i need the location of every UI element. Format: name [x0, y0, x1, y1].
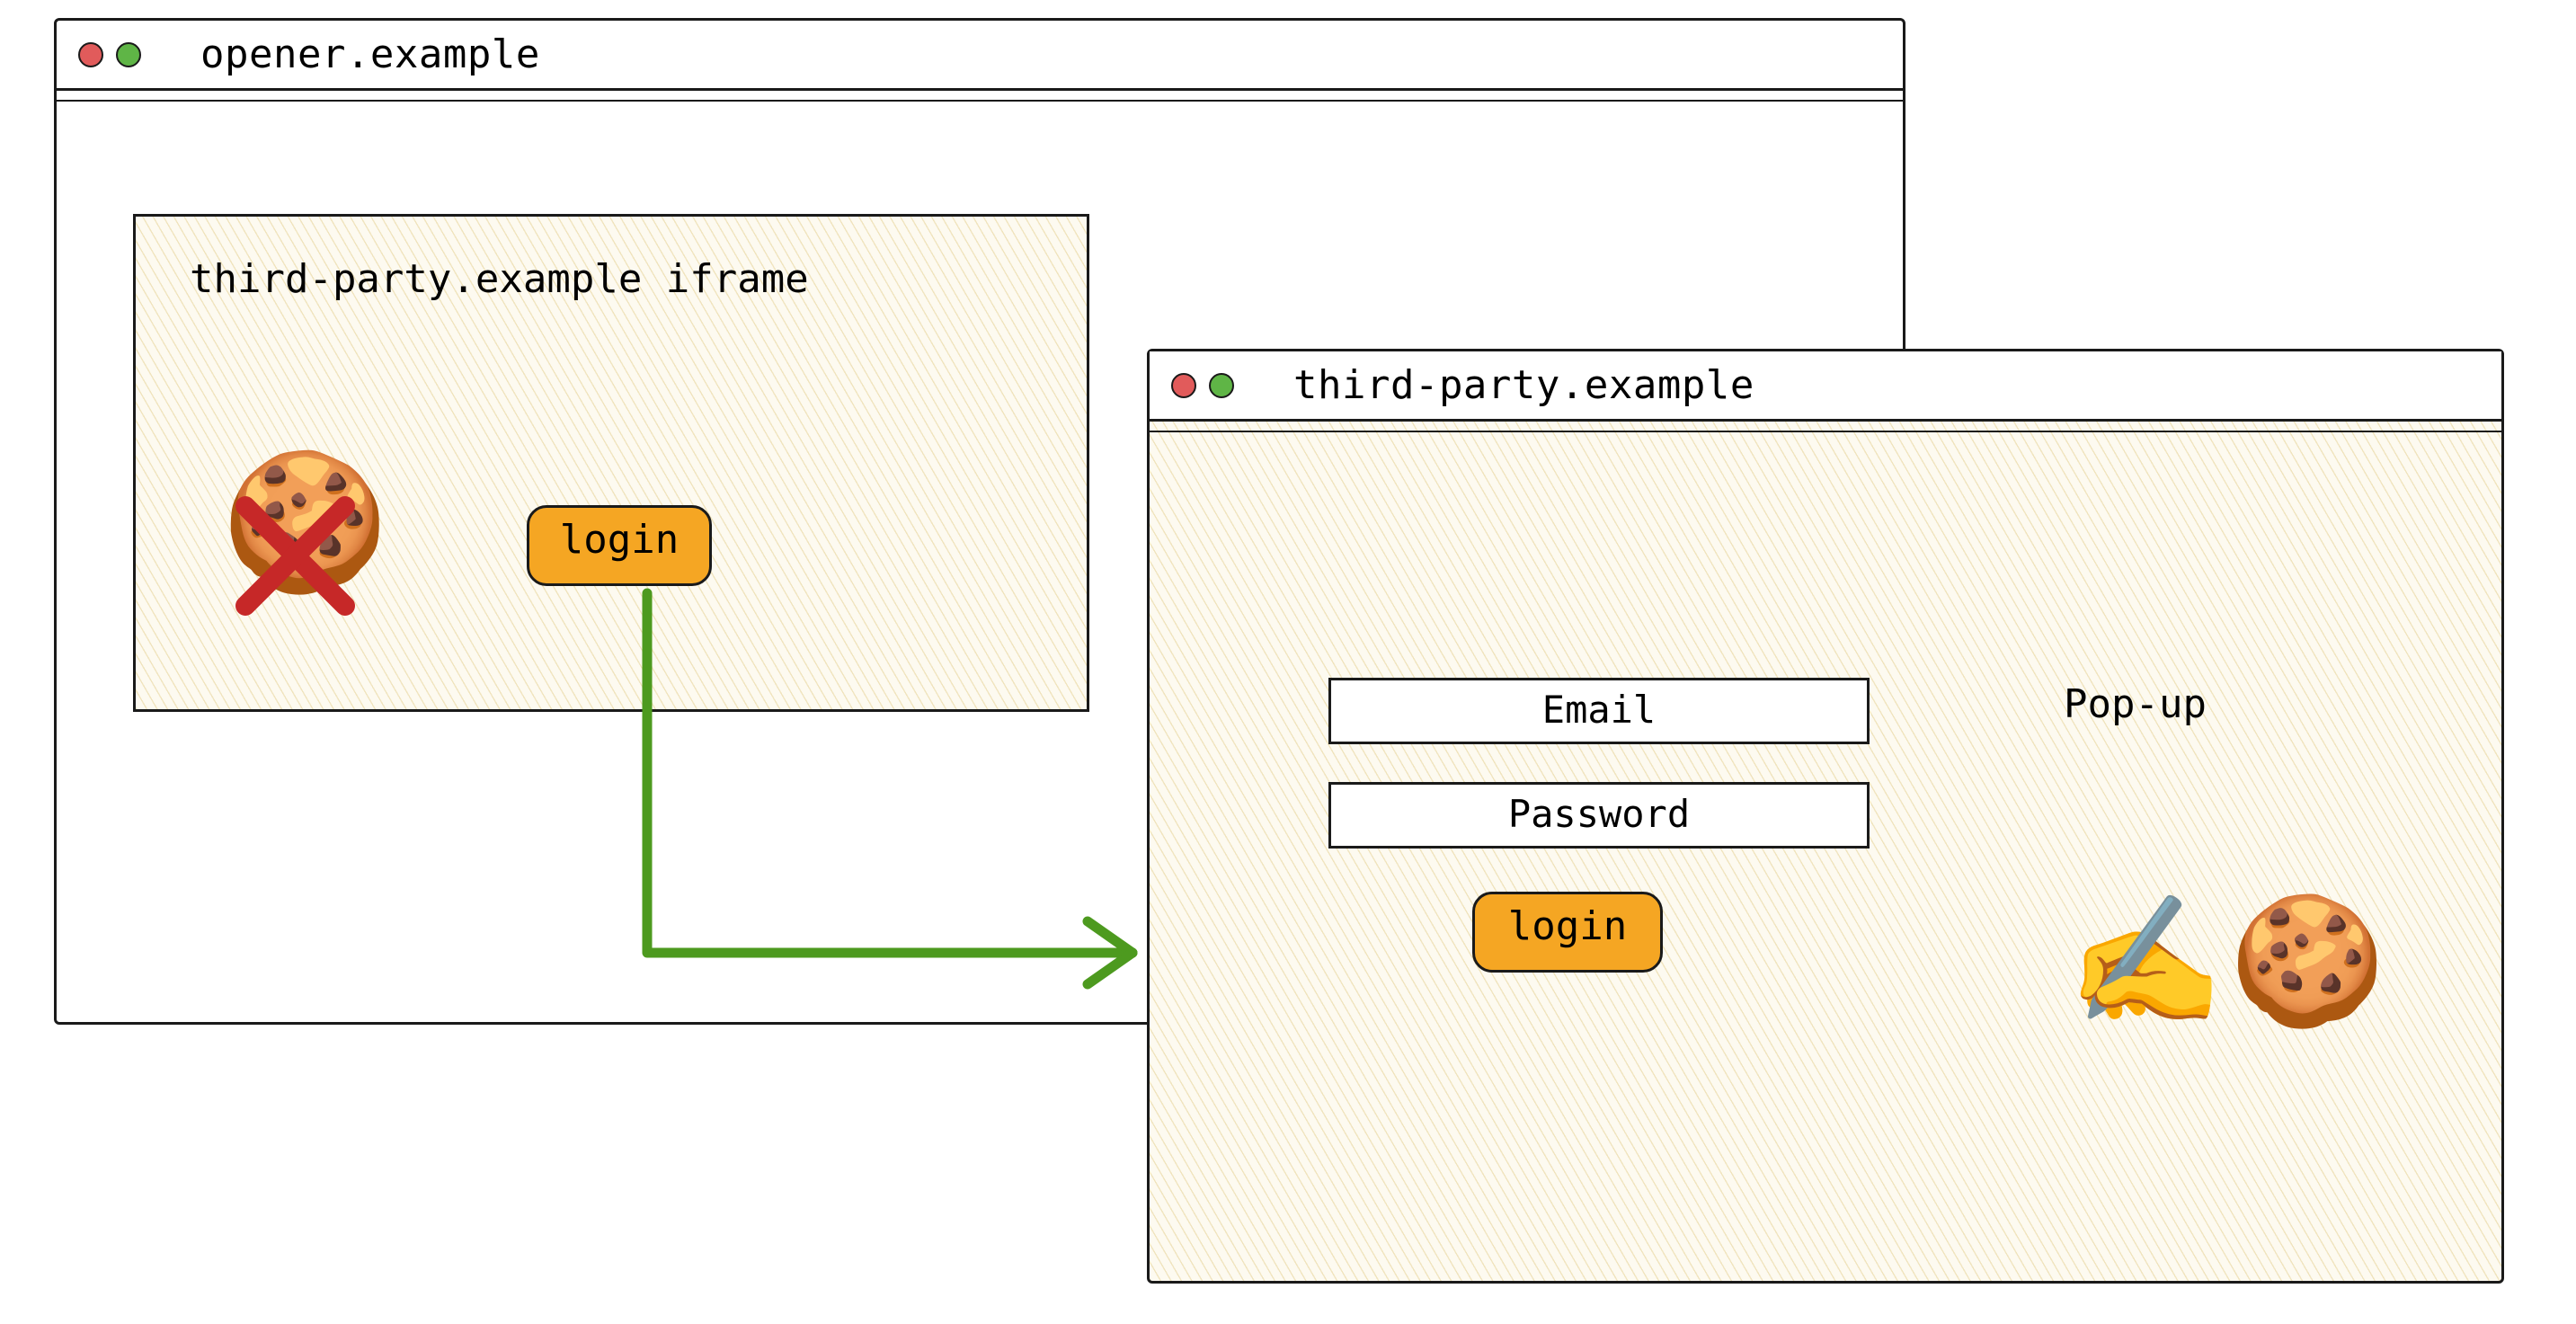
writing-hand-icon: ✍️ [2067, 899, 2224, 1025]
close-dot-icon [1171, 373, 1196, 398]
password-field[interactable]: Password [1328, 782, 1870, 849]
opener-titlebar: opener.example [57, 21, 1903, 91]
opener-title: opener.example [200, 31, 540, 77]
minimize-dot-icon [1209, 373, 1234, 398]
iframe-login-button[interactable]: login [527, 505, 712, 586]
titlebar-rule [1150, 431, 2501, 432]
diagram-canvas: opener.example third-party.example ifram… [0, 0, 2576, 1324]
titlebar-rule [57, 100, 1903, 102]
popup-titlebar: third-party.example [1150, 351, 2501, 422]
cookie-icon: 🍪 [221, 455, 389, 590]
iframe-label: third-party.example iframe [190, 256, 809, 302]
popup-label: Pop-up [2064, 681, 2207, 727]
cookie-icon: 🍪 [2229, 899, 2385, 1025]
close-dot-icon [78, 42, 103, 67]
popup-login-button[interactable]: login [1472, 892, 1663, 973]
minimize-dot-icon [116, 42, 141, 67]
email-field[interactable]: Email [1328, 678, 1870, 744]
popup-title: third-party.example [1293, 362, 1754, 408]
